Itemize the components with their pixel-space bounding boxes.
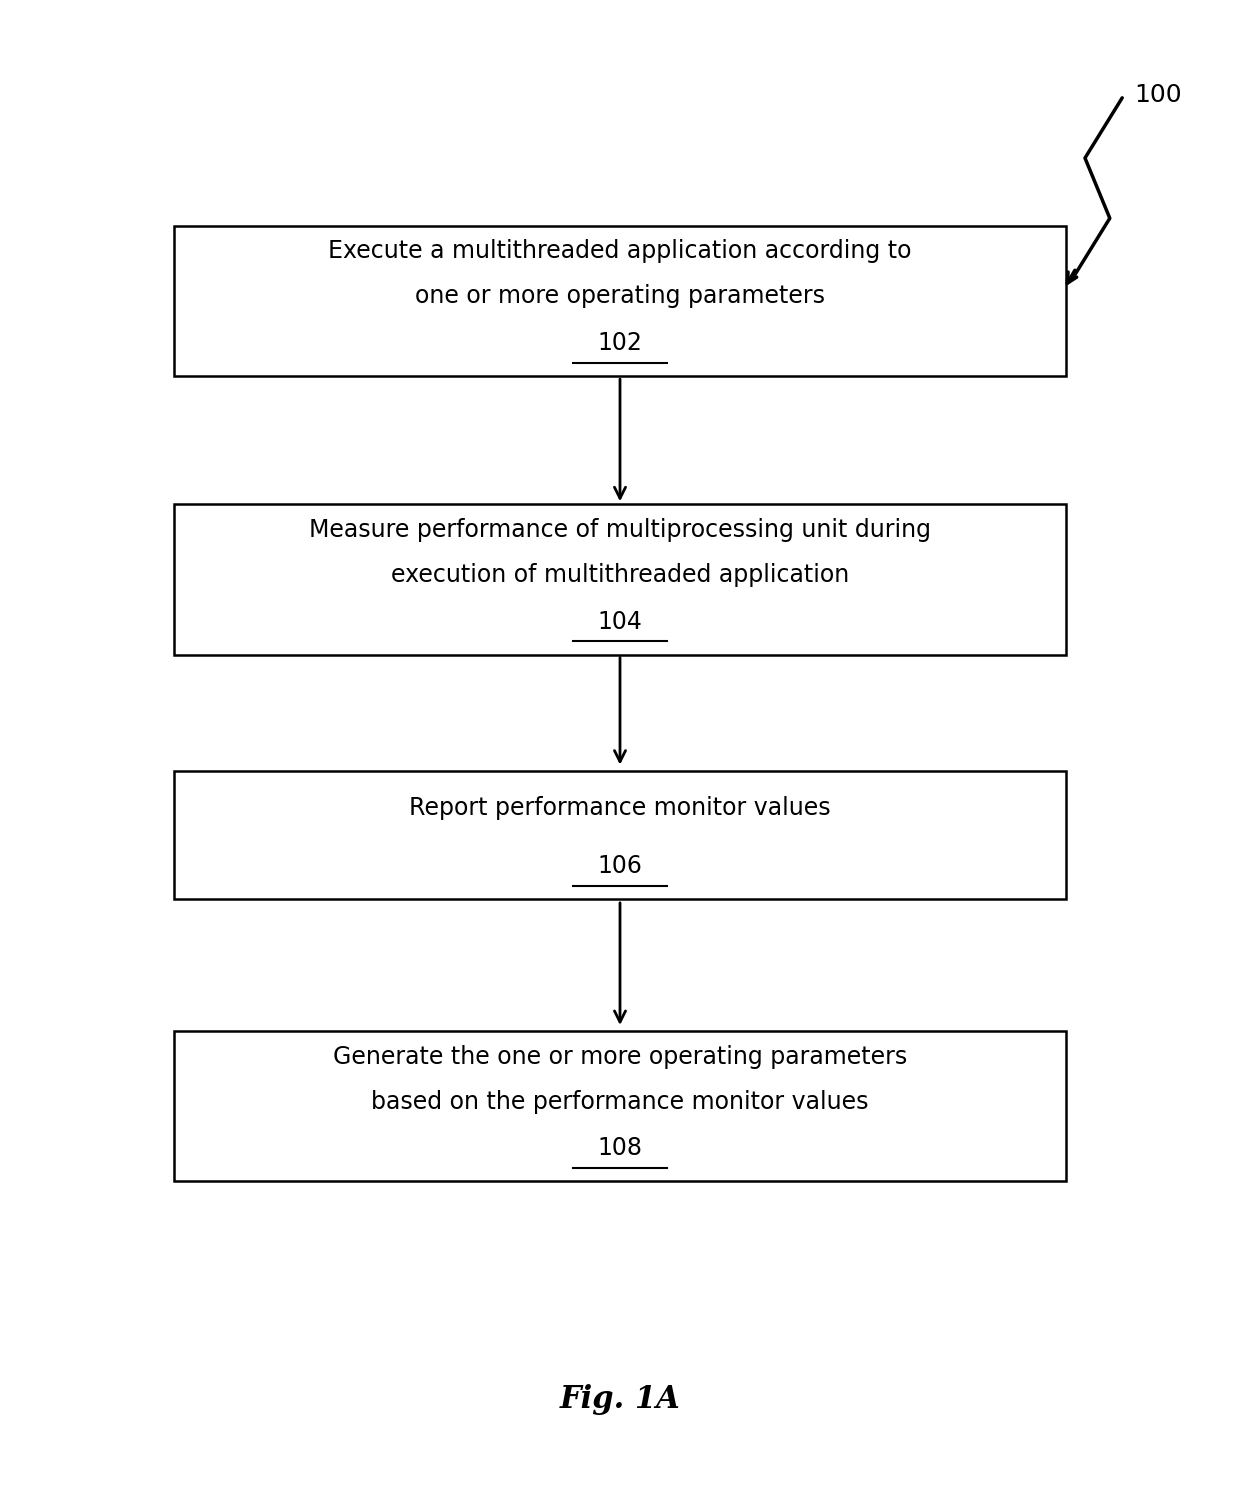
Text: Report performance monitor values: Report performance monitor values xyxy=(409,796,831,820)
Text: 108: 108 xyxy=(598,1136,642,1160)
Text: execution of multithreaded application: execution of multithreaded application xyxy=(391,563,849,587)
Text: 100: 100 xyxy=(1135,83,1182,107)
Text: Measure performance of multiprocessing unit during: Measure performance of multiprocessing u… xyxy=(309,518,931,542)
Text: Fig. 1A: Fig. 1A xyxy=(559,1385,681,1415)
Text: based on the performance monitor values: based on the performance monitor values xyxy=(371,1090,869,1114)
Bar xyxy=(174,1031,1066,1181)
Text: 104: 104 xyxy=(598,610,642,634)
Text: Execute a multithreaded application according to: Execute a multithreaded application acco… xyxy=(329,239,911,263)
Text: Generate the one or more operating parameters: Generate the one or more operating param… xyxy=(332,1044,908,1069)
Text: 106: 106 xyxy=(598,855,642,877)
Text: one or more operating parameters: one or more operating parameters xyxy=(415,284,825,309)
Text: 102: 102 xyxy=(598,331,642,355)
Bar xyxy=(174,504,1066,655)
Bar xyxy=(174,771,1066,900)
Bar xyxy=(174,226,1066,376)
